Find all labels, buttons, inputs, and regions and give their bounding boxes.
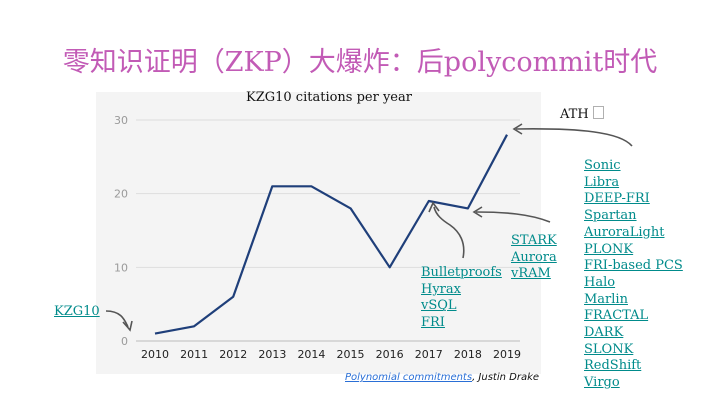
paper-link[interactable]: Sonic (584, 158, 621, 173)
y-tick-label: 30 (114, 114, 128, 127)
source-credit: Polynomial commitments, Justin Drake (345, 372, 539, 383)
x-tick-label: 2012 (219, 348, 247, 361)
papers-2017: Bulletproofs Hyrax vSQL FRI (421, 265, 502, 332)
x-tick-label: 2019 (493, 348, 521, 361)
x-tick-label: 2015 (337, 348, 365, 361)
y-tick-label: 20 (114, 188, 128, 201)
label-kzg10[interactable]: KZG10 (54, 304, 100, 319)
arrow-2018-head (472, 206, 483, 218)
paper-link[interactable]: Hyrax (421, 281, 461, 297)
arrow-2019 (515, 128, 633, 147)
arrow-2019-head (512, 123, 523, 135)
arrow-2017 (433, 206, 465, 259)
papers-2019: Sonic Libra DEEP-FRI Spartan AuroraLight… (584, 158, 683, 392)
paper-link[interactable]: Aurora (511, 249, 557, 265)
paper-link[interactable]: Halo (584, 274, 616, 290)
paper-link[interactable]: RedShift (584, 358, 642, 374)
paper-link[interactable]: Bulletproofs (421, 265, 502, 280)
paper-link[interactable]: Libra (584, 174, 620, 190)
paper-link[interactable]: PLONK (584, 241, 634, 257)
x-tick-label: 2014 (297, 348, 325, 361)
series-line (154, 134, 508, 335)
glyph-placeholder-icon (592, 106, 604, 119)
paper-link[interactable]: FRI (421, 315, 445, 331)
arrow-kzg10 (105, 310, 129, 328)
paper-link[interactable]: Spartan (584, 208, 637, 224)
x-tick-label: 2013 (258, 348, 286, 361)
x-tick-label: 2018 (454, 348, 482, 361)
arrow-2018 (475, 211, 551, 223)
paper-link[interactable]: DEEP-FRI (584, 191, 650, 207)
arrow-kzg10-head (122, 320, 133, 332)
y-tick-label: 0 (121, 335, 128, 348)
paper-link[interactable]: STARK (511, 233, 557, 248)
paper-link[interactable]: FRACTAL (584, 308, 649, 324)
ath-text: ATH (560, 107, 589, 122)
x-tick-label: 2016 (376, 348, 404, 361)
x-tick-label: 2011 (180, 348, 208, 361)
arrow-2017-head (428, 201, 440, 213)
paper-link[interactable]: AuroraLight (584, 224, 665, 240)
paper-link[interactable]: vSQL (421, 298, 457, 314)
paper-link[interactable]: DARK (584, 325, 624, 341)
paper-link[interactable]: Virgo (584, 375, 620, 391)
papers-2018: STARK Aurora vRAM (511, 233, 557, 283)
chart-panel (96, 92, 541, 374)
x-tick-label: 2010 (141, 348, 169, 361)
y-tick-label: 10 (114, 261, 128, 274)
credit-author: , Justin Drake (472, 372, 540, 383)
x-tick-label: 2017 (415, 348, 443, 361)
slide-title: 零知识证明（ZKP）大爆炸：后polycommit时代 (62, 47, 658, 78)
chart-title: KZG10 citations per year (246, 90, 412, 105)
paper-link[interactable]: Marlin (584, 291, 628, 307)
paper-link[interactable]: SLONK (584, 341, 634, 357)
paper-link[interactable]: FRI-based PCS (584, 258, 683, 274)
paper-link[interactable]: vRAM (511, 266, 551, 282)
credit-link[interactable]: Polynomial commitments (345, 372, 473, 383)
ath-label: ATH (560, 106, 604, 122)
